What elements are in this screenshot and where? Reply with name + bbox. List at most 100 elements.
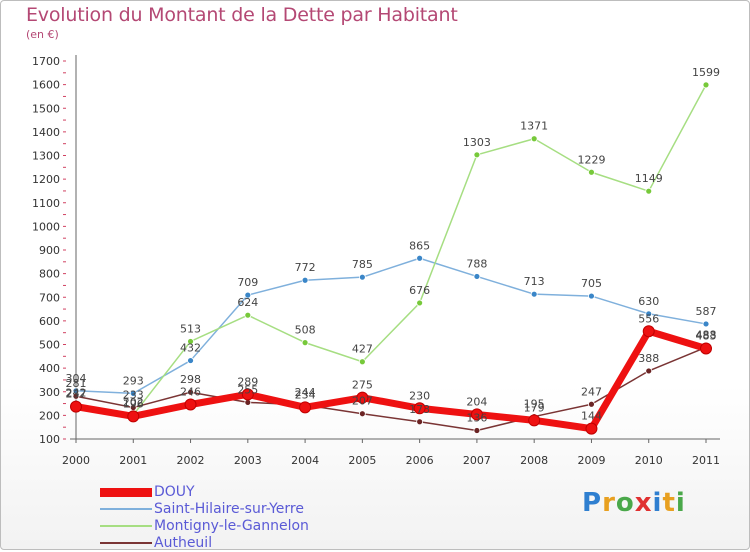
x-tick-label: 2003 bbox=[234, 454, 262, 467]
logo-letter: i bbox=[675, 488, 686, 518]
data-label: 1303 bbox=[463, 136, 491, 149]
chart-subtitle: (en €) bbox=[26, 28, 59, 41]
data-label: 234 bbox=[295, 388, 316, 401]
x-tick-label: 2007 bbox=[463, 454, 491, 467]
data-point bbox=[244, 311, 252, 319]
x-tick-label: 2004 bbox=[291, 454, 319, 467]
data-point bbox=[358, 410, 366, 418]
data-label: 202 bbox=[123, 396, 144, 409]
y-tick-label: 1000 bbox=[32, 220, 60, 233]
data-label: 136 bbox=[466, 411, 487, 424]
data-label: 788 bbox=[466, 257, 487, 270]
series-line-3 bbox=[72, 327, 710, 433]
data-point bbox=[358, 358, 366, 366]
data-point bbox=[585, 422, 598, 435]
data-point bbox=[700, 342, 712, 355]
legend-label: Saint-Hilaire-sur-Yerre bbox=[154, 501, 304, 517]
y-tick-label: 1700 bbox=[32, 55, 60, 68]
data-label: 556 bbox=[638, 312, 659, 325]
x-tick-label: 2011 bbox=[692, 454, 720, 467]
data-label: 676 bbox=[409, 284, 430, 297]
data-point bbox=[416, 299, 424, 307]
data-label: 1149 bbox=[635, 172, 663, 185]
y-tick-label: 800 bbox=[39, 268, 60, 281]
data-label: 624 bbox=[237, 296, 258, 309]
y-tick-label: 1300 bbox=[32, 150, 60, 163]
y-tick-label: 300 bbox=[39, 386, 60, 399]
y-tick-label: 900 bbox=[39, 244, 60, 257]
data-label: 630 bbox=[638, 295, 659, 308]
y-tick-label: 1400 bbox=[32, 126, 60, 139]
chart-title: Evolution du Montant de la Dette par Hab… bbox=[26, 4, 458, 26]
logo-letter: t bbox=[662, 488, 676, 518]
data-point bbox=[187, 338, 194, 345]
data-label: 281 bbox=[66, 377, 87, 390]
data-point bbox=[241, 388, 254, 401]
logo-letter: P bbox=[582, 488, 603, 518]
x-tick-label: 2008 bbox=[520, 454, 548, 467]
x-tick-label: 2005 bbox=[348, 454, 376, 467]
data-point bbox=[530, 290, 538, 298]
x-tick-label: 2000 bbox=[62, 454, 90, 467]
data-label: 179 bbox=[524, 401, 545, 414]
data-point bbox=[187, 388, 194, 396]
data-point bbox=[588, 292, 595, 300]
line-chart: 100 200 300 400 500 600 700 800 900 1000 1100 1200 1… bbox=[32, 55, 720, 467]
data-point bbox=[416, 254, 424, 262]
data-point bbox=[702, 320, 710, 328]
data-label: 207 bbox=[352, 395, 373, 408]
logo-letter: x bbox=[634, 488, 653, 518]
data-point bbox=[129, 390, 137, 397]
data-point bbox=[588, 400, 595, 408]
data-label: 427 bbox=[352, 343, 373, 356]
data-point bbox=[72, 392, 80, 400]
y-tick-label: 100 bbox=[39, 433, 60, 446]
data-label: 247 bbox=[581, 385, 602, 398]
data-point bbox=[642, 325, 655, 338]
data-label: 483 bbox=[696, 330, 717, 343]
data-point bbox=[473, 151, 481, 159]
legend-label: Autheuil bbox=[154, 535, 213, 551]
data-label: 298 bbox=[180, 373, 201, 386]
data-label: 432 bbox=[180, 342, 201, 355]
data-label: 1371 bbox=[520, 120, 548, 133]
data-label: 304 bbox=[66, 372, 87, 385]
data-label: 244 bbox=[295, 386, 316, 399]
x-tick-label: 2002 bbox=[177, 454, 205, 467]
y-tick-label: 1200 bbox=[32, 173, 60, 186]
data-point bbox=[301, 276, 309, 284]
legend-swatch bbox=[100, 542, 152, 544]
y-tick-label: 700 bbox=[39, 291, 60, 304]
data-label: 237 bbox=[66, 388, 87, 401]
data-label: 388 bbox=[638, 352, 659, 365]
data-point bbox=[645, 187, 653, 195]
data-label: 293 bbox=[123, 374, 144, 387]
x-tick-label: 2001 bbox=[119, 454, 147, 467]
logo-letter: r bbox=[602, 488, 616, 518]
data-label: 785 bbox=[352, 258, 373, 271]
x-tick-label: 2009 bbox=[577, 454, 605, 467]
legend-label: DOUY bbox=[154, 484, 195, 500]
legend-swatch bbox=[100, 525, 152, 527]
data-label: 195 bbox=[524, 398, 545, 411]
y-tick-label: 600 bbox=[39, 315, 60, 328]
data-label: 242 bbox=[66, 386, 87, 399]
data-point bbox=[416, 418, 424, 426]
x-tick-label: 2010 bbox=[635, 454, 663, 467]
data-point bbox=[473, 427, 481, 434]
data-label: 488 bbox=[696, 328, 717, 341]
data-label: 587 bbox=[696, 305, 717, 318]
data-label: 230 bbox=[409, 389, 430, 402]
data-label: 275 bbox=[352, 379, 373, 392]
y-tick-label: 1500 bbox=[32, 102, 60, 115]
logo-letter: i bbox=[652, 488, 663, 518]
data-label: 246 bbox=[180, 386, 201, 399]
data-label: 196 bbox=[123, 397, 144, 410]
data-point bbox=[184, 398, 197, 411]
data-point bbox=[588, 168, 595, 176]
x-tick-label: 2006 bbox=[406, 454, 434, 467]
data-label: 173 bbox=[409, 403, 430, 416]
proxiti-logo: Proxiti bbox=[582, 488, 686, 518]
data-label: 513 bbox=[180, 322, 201, 335]
